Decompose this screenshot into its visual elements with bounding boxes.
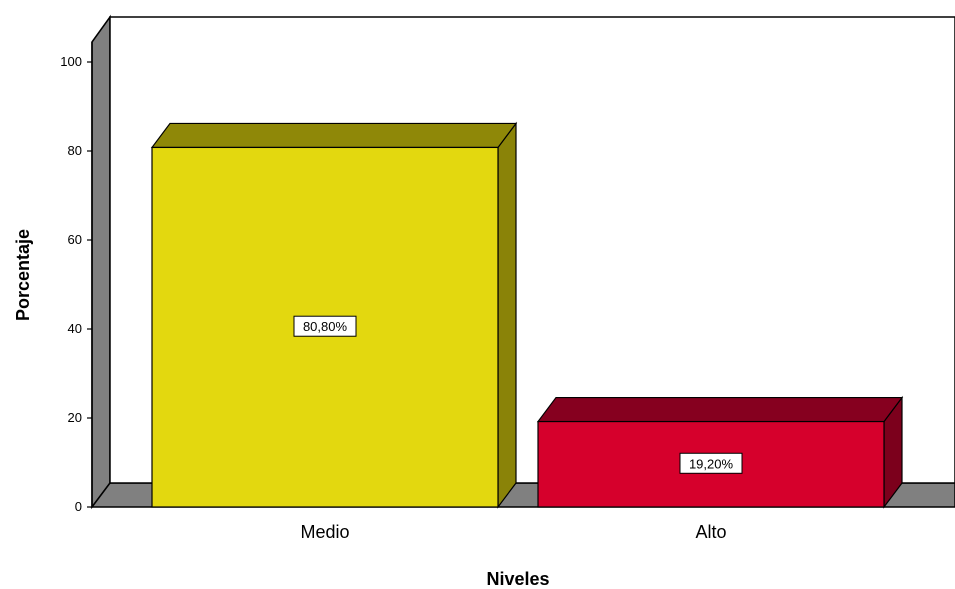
x-axis-title: Niveles [486, 569, 549, 589]
data-label-box [679, 452, 743, 474]
y-tick-label: 20 [68, 410, 82, 425]
bar-top [536, 396, 904, 423]
y-tick-label: 0 [75, 499, 82, 514]
y-tick-label: 80 [68, 143, 82, 158]
y-axis: 0 20 40 60 80 100 [60, 54, 92, 514]
bar-side [497, 121, 517, 509]
x-tick-label: Medio [300, 522, 349, 542]
y-tick-label: 60 [68, 232, 82, 247]
bar-top [150, 122, 518, 149]
data-label: 19,20% [689, 456, 734, 471]
y-tick-label: 40 [68, 321, 82, 336]
y-tick-label: 100 [60, 54, 82, 69]
x-tick-label: Alto [695, 522, 726, 542]
bar-medio: 80,80% [150, 121, 518, 509]
data-label: 80,80% [303, 319, 348, 334]
data-label-box [293, 315, 357, 337]
bar-alto: 19,20% [536, 395, 904, 509]
bars: 80,80% 19,20% [150, 121, 904, 509]
x-axis: Medio Alto [300, 522, 726, 542]
left-wall [91, 14, 111, 510]
y-axis-title: Porcentaje [13, 229, 33, 321]
